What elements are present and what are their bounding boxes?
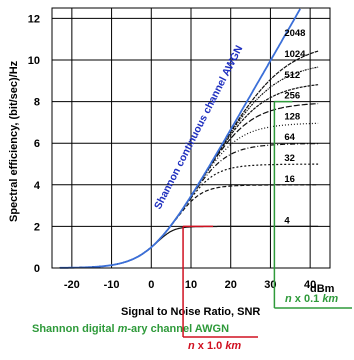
x-tick-label: 0 <box>148 279 154 291</box>
m-ary-label-1024: 1024 <box>284 49 306 60</box>
annotations <box>182 100 352 338</box>
tick-labels: -20 -10 0 10 20 30 40 0 2 4 6 8 10 12 <box>28 13 317 291</box>
x-tick-label: 10 <box>185 279 197 291</box>
shannon-curve <box>59 8 301 269</box>
x-axis-unit: dBm <box>310 283 335 295</box>
m-ary-label-2048: 2048 <box>284 28 305 39</box>
y-tick-label: 6 <box>34 138 40 150</box>
plot-frame <box>51 7 331 269</box>
m-ary-curve-32 <box>59 163 319 269</box>
m-ary-curve-4 <box>59 225 319 269</box>
m-ary-curve-64 <box>59 143 319 269</box>
m-ary-label-512: 512 <box>284 70 300 81</box>
m-ary-curve-label: Shannon digital m-ary channel AWGN <box>32 323 229 335</box>
x-axis-label: Signal to Noise Ratio, SNR <box>121 306 260 318</box>
x-tick-label: -20 <box>64 279 80 291</box>
y-tick-label: 4 <box>34 180 41 192</box>
m-ary-curve-256 <box>59 103 319 269</box>
x-tick-label: -10 <box>104 279 120 291</box>
y-tick-label: 10 <box>28 55 40 67</box>
m-ary-level-labels: 4 16 32 64 128 256 512 1024 2048 <box>284 28 306 226</box>
m-ary-curve-512 <box>59 84 319 269</box>
x-tick-label: 40 <box>304 279 316 291</box>
m-ary-label-64: 64 <box>284 132 295 143</box>
m-ary-curve-1024 <box>59 66 319 269</box>
y-tick-label: 2 <box>34 221 40 233</box>
annotation-green-label: n x 0.1 km <box>285 293 338 305</box>
y-axis-label: Spectral efficiency, (bit/sec)/Hz <box>8 60 20 222</box>
m-ary-label-4: 4 <box>284 215 290 226</box>
m-ary-label-16: 16 <box>284 174 295 185</box>
grid <box>52 8 330 268</box>
m-ary-label-256: 256 <box>284 91 300 102</box>
m-ary-label-128: 128 <box>284 111 300 122</box>
y-tick-label: 12 <box>28 13 40 25</box>
y-tick-label: 0 <box>34 263 40 275</box>
m-ary-label-32: 32 <box>284 153 295 164</box>
x-tick-label: 20 <box>225 279 237 291</box>
y-tick-label: 8 <box>34 97 40 109</box>
x-tick-label: 30 <box>264 279 276 291</box>
annotation-red-label: n x 1.0 km <box>188 340 241 352</box>
